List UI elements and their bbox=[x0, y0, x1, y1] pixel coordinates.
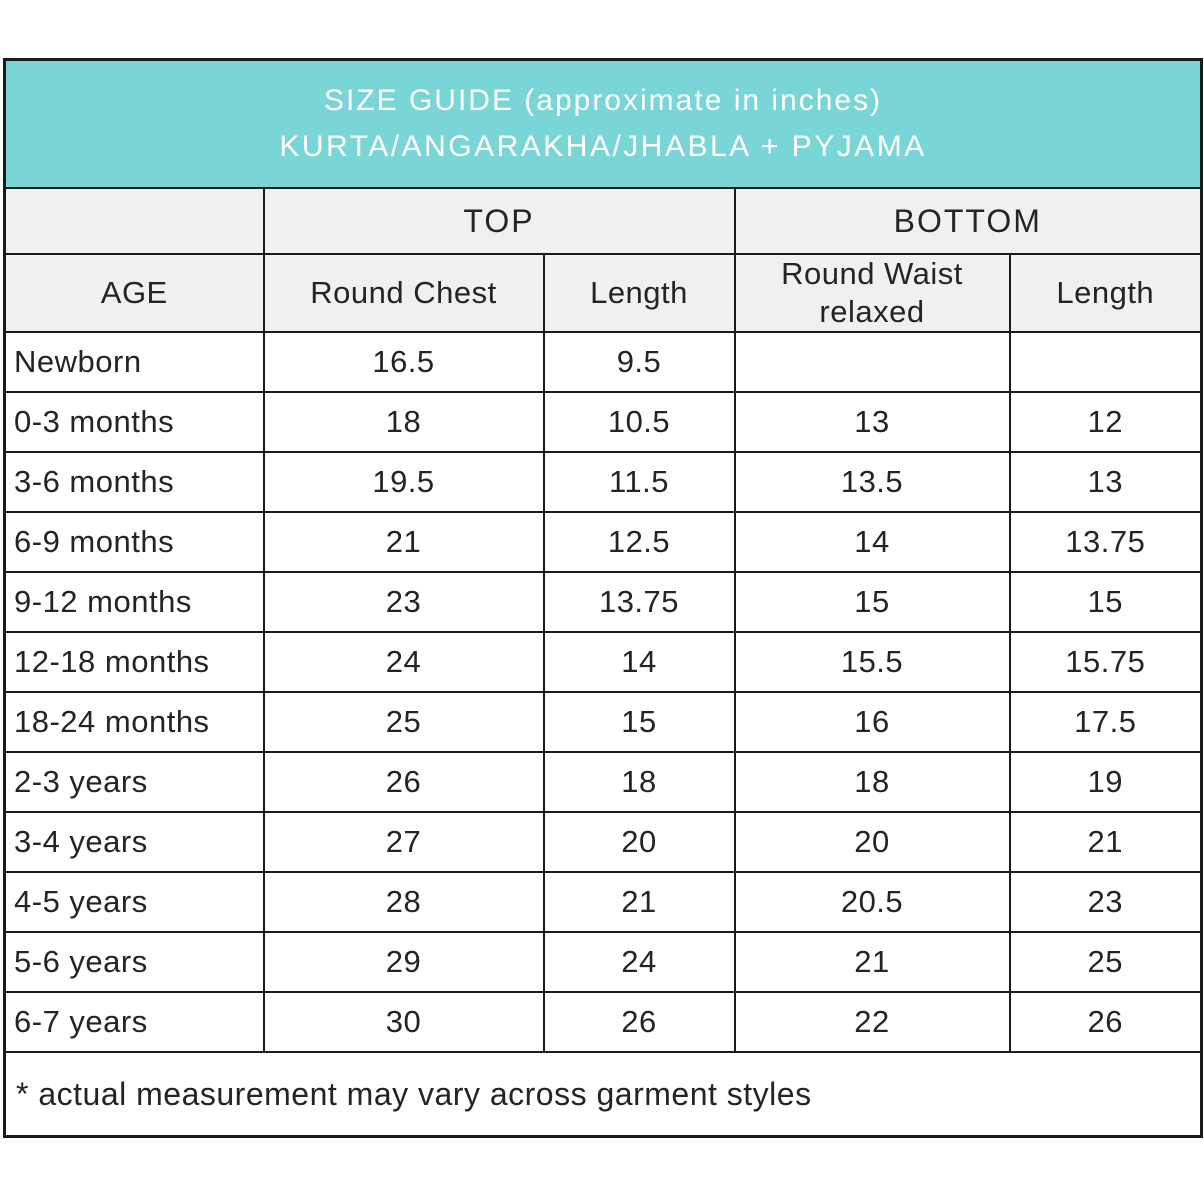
table-row: 6-7 years 30 26 22 26 bbox=[3, 991, 1203, 1053]
top-length-value: 14 bbox=[542, 631, 736, 693]
bottom-length-value: 25 bbox=[1008, 931, 1203, 993]
age-cell: 9-12 months bbox=[3, 571, 265, 633]
table-row: 5-6 years 29 24 21 25 bbox=[3, 931, 1203, 993]
size-guide-table: SIZE GUIDE (approximate in inches) KURTA… bbox=[3, 58, 1204, 1138]
age-cell: 12-18 months bbox=[3, 631, 265, 693]
column-header-bottom-length: Length bbox=[1008, 253, 1203, 333]
round-waist-value: 21 bbox=[733, 931, 1011, 993]
group-header-empty bbox=[3, 187, 265, 255]
column-header-top-length: Length bbox=[542, 253, 736, 333]
table-row: 3-6 months 19.5 11.5 13.5 13 bbox=[3, 451, 1203, 513]
age-cell: Newborn bbox=[3, 331, 265, 393]
column-header-round-chest: Round Chest bbox=[262, 253, 545, 333]
table-row: 2-3 years 26 18 18 19 bbox=[3, 751, 1203, 813]
age-cell: 3-6 months bbox=[3, 451, 265, 513]
bottom-length-value: 19 bbox=[1008, 751, 1203, 813]
round-waist-value: 16 bbox=[733, 691, 1011, 753]
top-length-value: 10.5 bbox=[542, 391, 736, 453]
round-chest-value: 26 bbox=[262, 751, 545, 813]
title-cell: SIZE GUIDE (approximate in inches) KURTA… bbox=[3, 58, 1203, 189]
round-chest-value: 16.5 bbox=[262, 331, 545, 393]
page-title: SIZE GUIDE (approximate in inches) bbox=[323, 84, 883, 117]
round-chest-value: 28 bbox=[262, 871, 545, 933]
round-chest-value: 24 bbox=[262, 631, 545, 693]
top-length-value: 26 bbox=[542, 991, 736, 1053]
top-length-value: 20 bbox=[542, 811, 736, 873]
top-length-value: 18 bbox=[542, 751, 736, 813]
bottom-length-value: 21 bbox=[1008, 811, 1203, 873]
top-length-value: 15 bbox=[542, 691, 736, 753]
age-cell: 2-3 years bbox=[3, 751, 265, 813]
footnote-text: * actual measurement may vary across gar… bbox=[3, 1051, 1203, 1138]
bottom-length-value: 15.75 bbox=[1008, 631, 1203, 693]
size-guide: SIZE GUIDE (approximate in inches) KURTA… bbox=[3, 58, 1204, 1138]
round-waist-value: 22 bbox=[733, 991, 1011, 1053]
round-waist-value bbox=[733, 331, 1011, 393]
column-header-row: AGE Round Chest Length Round Waist relax… bbox=[3, 253, 1203, 333]
round-chest-value: 21 bbox=[262, 511, 545, 573]
top-length-value: 13.75 bbox=[542, 571, 736, 633]
round-chest-value: 18 bbox=[262, 391, 545, 453]
age-cell: 18-24 months bbox=[3, 691, 265, 753]
group-header-bottom: BOTTOM bbox=[733, 187, 1203, 255]
round-waist-value: 20.5 bbox=[733, 871, 1011, 933]
age-cell: 4-5 years bbox=[3, 871, 265, 933]
footnote-row: * actual measurement may vary across gar… bbox=[3, 1051, 1203, 1138]
round-waist-value: 14 bbox=[733, 511, 1011, 573]
top-length-value: 9.5 bbox=[542, 331, 736, 393]
column-header-round-waist: Round Waist relaxed bbox=[733, 253, 1011, 333]
top-length-value: 21 bbox=[542, 871, 736, 933]
table-row: 9-12 months 23 13.75 15 15 bbox=[3, 571, 1203, 633]
table-row: 18-24 months 25 15 16 17.5 bbox=[3, 691, 1203, 753]
age-cell: 0-3 months bbox=[3, 391, 265, 453]
round-waist-value: 15.5 bbox=[733, 631, 1011, 693]
round-chest-value: 19.5 bbox=[262, 451, 545, 513]
bottom-length-value: 15 bbox=[1008, 571, 1203, 633]
round-waist-value: 13.5 bbox=[733, 451, 1011, 513]
bottom-length-value: 13 bbox=[1008, 451, 1203, 513]
round-waist-value: 20 bbox=[733, 811, 1011, 873]
title-row: SIZE GUIDE (approximate in inches) KURTA… bbox=[3, 58, 1203, 189]
bottom-length-value: 26 bbox=[1008, 991, 1203, 1053]
round-chest-value: 27 bbox=[262, 811, 545, 873]
table-row: 0-3 months 18 10.5 13 12 bbox=[3, 391, 1203, 453]
round-waist-value: 13 bbox=[733, 391, 1011, 453]
group-header-row: TOP BOTTOM bbox=[3, 187, 1203, 255]
top-length-value: 12.5 bbox=[542, 511, 736, 573]
top-length-value: 24 bbox=[542, 931, 736, 993]
age-cell: 6-7 years bbox=[3, 991, 265, 1053]
bottom-length-value: 23 bbox=[1008, 871, 1203, 933]
age-cell: 3-4 years bbox=[3, 811, 265, 873]
round-waist-value: 15 bbox=[733, 571, 1011, 633]
table-row: 4-5 years 28 21 20.5 23 bbox=[3, 871, 1203, 933]
round-chest-value: 23 bbox=[262, 571, 545, 633]
table-row: 12-18 months 24 14 15.5 15.75 bbox=[3, 631, 1203, 693]
group-header-top: TOP bbox=[262, 187, 736, 255]
round-chest-value: 30 bbox=[262, 991, 545, 1053]
bottom-length-value bbox=[1008, 331, 1203, 393]
table-row: 3-4 years 27 20 20 21 bbox=[3, 811, 1203, 873]
age-cell: 6-9 months bbox=[3, 511, 265, 573]
round-waist-value: 18 bbox=[733, 751, 1011, 813]
table-row: 6-9 months 21 12.5 14 13.75 bbox=[3, 511, 1203, 573]
bottom-length-value: 17.5 bbox=[1008, 691, 1203, 753]
bottom-length-value: 13.75 bbox=[1008, 511, 1203, 573]
bottom-length-value: 12 bbox=[1008, 391, 1203, 453]
column-header-age: AGE bbox=[3, 253, 265, 333]
top-length-value: 11.5 bbox=[542, 451, 736, 513]
age-cell: 5-6 years bbox=[3, 931, 265, 993]
round-chest-value: 29 bbox=[262, 931, 545, 993]
page-subtitle: KURTA/ANGARAKHA/JHABLA + PYJAMA bbox=[279, 130, 927, 163]
table-row: Newborn 16.5 9.5 bbox=[3, 331, 1203, 393]
round-chest-value: 25 bbox=[262, 691, 545, 753]
